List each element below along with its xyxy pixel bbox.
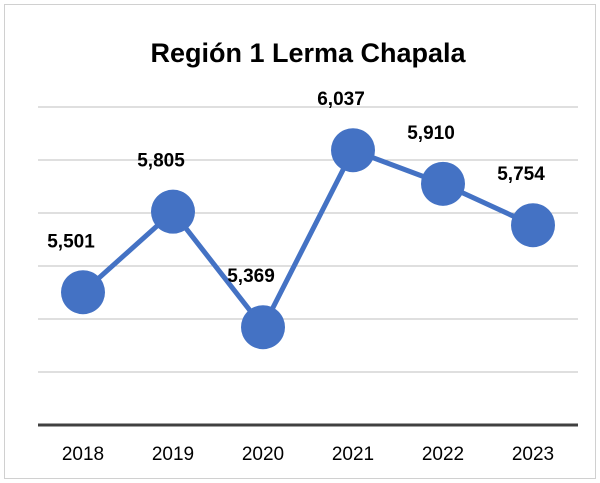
x-tick-label: 2020 (242, 444, 284, 465)
marker (421, 161, 465, 206)
data-label: 5,754 (497, 164, 545, 185)
x-tick-label: 2018 (62, 444, 104, 465)
data-label: 5,910 (407, 123, 455, 144)
data-label: 6,037 (317, 89, 365, 110)
chart-title: Región 1 Lerma Chapala (150, 38, 466, 68)
chart-border (4, 4, 596, 479)
data-label: 5,805 (137, 151, 185, 172)
x-tick-label: 2022 (422, 444, 464, 465)
marker (61, 270, 105, 315)
x-tick-label: 2023 (512, 444, 554, 465)
x-tick-label: 2021 (332, 444, 374, 465)
marker (241, 305, 285, 350)
marker (331, 128, 375, 173)
data-label: 5,369 (227, 266, 275, 287)
data-label: 5,501 (47, 231, 95, 252)
marker (151, 189, 195, 234)
x-tick-label: 2019 (152, 444, 194, 465)
marker (511, 203, 555, 248)
